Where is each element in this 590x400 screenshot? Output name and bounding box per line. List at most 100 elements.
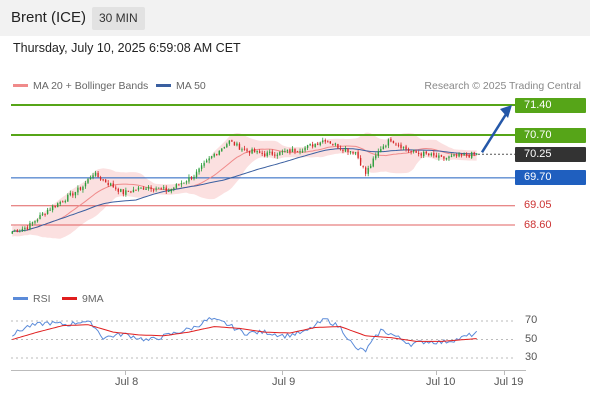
candle — [412, 149, 415, 154]
candle-body — [458, 153, 460, 157]
candle-body — [79, 187, 82, 190]
candle-body — [445, 157, 448, 160]
candle — [294, 148, 296, 155]
candle-body — [392, 140, 395, 144]
timeframe-button[interactable]: 30 MIN — [92, 7, 145, 30]
candle — [69, 190, 72, 197]
candle — [142, 186, 145, 190]
candle — [183, 182, 185, 184]
candle — [387, 138, 390, 149]
candle-body — [443, 156, 445, 159]
level-label-71.40: 71.40 — [515, 97, 586, 113]
candle — [289, 148, 291, 155]
candle-body — [468, 155, 470, 158]
candle-body — [324, 140, 326, 142]
candle-body — [372, 158, 374, 167]
candle-body — [34, 221, 36, 223]
candle — [301, 148, 304, 154]
research-credit: Research © 2025 Trading Central — [424, 80, 581, 92]
candle-body — [294, 148, 296, 152]
candle-body — [301, 150, 304, 152]
candle — [203, 160, 205, 168]
candle — [19, 229, 21, 233]
candle — [152, 188, 155, 193]
candle-body — [329, 141, 332, 144]
candle — [26, 225, 29, 231]
last-price-label: 70.25 — [515, 146, 586, 162]
candle-body — [49, 209, 51, 211]
candle-body — [455, 155, 458, 157]
candle — [160, 187, 162, 190]
ma20-legend[interactable]: MA 20 + Bollinger Bands — [13, 80, 148, 92]
candle-body — [435, 155, 438, 158]
forecast-arrow-shaft — [480, 110, 510, 153]
candle — [329, 141, 332, 144]
candle-body — [349, 151, 352, 153]
candle-body — [175, 184, 178, 188]
candle-body — [236, 143, 238, 146]
candle — [438, 152, 440, 161]
candle-body — [112, 183, 114, 188]
candle-body — [115, 187, 117, 189]
rsi-legend-label: RSI — [33, 293, 51, 305]
candle-body — [397, 144, 400, 146]
candle — [11, 231, 13, 235]
candle — [125, 187, 127, 197]
level-label-69.70: 69.70 — [515, 170, 586, 186]
candle — [410, 150, 412, 155]
candle — [415, 149, 417, 154]
candle-body — [309, 143, 311, 146]
candle-body — [415, 151, 417, 153]
rsi-ma-legend[interactable]: 9MA — [62, 293, 104, 305]
candle-body — [195, 171, 198, 178]
candle — [233, 141, 236, 146]
candle — [284, 148, 286, 153]
candle-body — [359, 157, 362, 166]
candle-body — [428, 153, 430, 156]
candle-body — [322, 140, 324, 142]
candle-body — [438, 155, 440, 158]
candle — [34, 220, 36, 225]
candle-body — [19, 230, 21, 232]
candle-body — [256, 150, 258, 153]
candle — [54, 205, 56, 209]
rsi-legend[interactable]: RSI — [13, 293, 51, 305]
candle-body — [157, 187, 160, 189]
candle-body — [102, 179, 104, 181]
candle — [115, 185, 117, 191]
candle-body — [402, 146, 405, 148]
candle — [62, 200, 64, 203]
candle — [352, 151, 354, 155]
candle — [370, 163, 372, 169]
candle — [49, 207, 51, 211]
candle — [59, 200, 61, 207]
candle-body — [238, 143, 241, 150]
candle-body — [390, 138, 392, 142]
candle-body — [269, 151, 271, 153]
rsi-tick-30: 30 — [525, 351, 538, 363]
candle-body — [352, 151, 354, 154]
candle — [127, 190, 130, 192]
candle — [372, 156, 374, 168]
candle-body — [132, 189, 135, 193]
candle-body — [57, 203, 59, 208]
candle — [405, 144, 407, 152]
candle — [228, 140, 231, 146]
candle — [450, 153, 453, 158]
x-tick-label: Jul 9 — [272, 376, 296, 388]
candle-body — [264, 153, 266, 157]
candle — [286, 149, 289, 154]
candle — [407, 147, 410, 153]
candle — [266, 150, 268, 158]
ma50-legend[interactable]: MA 50 — [156, 80, 206, 92]
candle — [241, 147, 243, 152]
candle — [281, 149, 284, 156]
candle — [395, 142, 397, 147]
candle-body — [140, 187, 142, 189]
candle — [430, 152, 432, 157]
candle-body — [122, 189, 125, 195]
candle — [299, 148, 301, 155]
candle — [29, 220, 31, 231]
candle-body — [299, 151, 301, 153]
candle-body — [16, 230, 19, 232]
